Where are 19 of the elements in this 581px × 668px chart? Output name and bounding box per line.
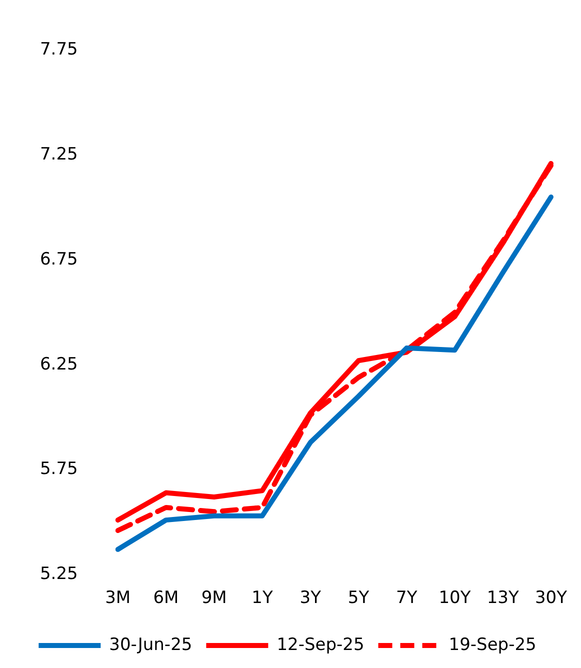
y-tick-label: 6.25 — [40, 354, 78, 374]
x-tick-label: 9M — [201, 588, 227, 608]
legend-label: 19-Sep-25 — [448, 634, 536, 655]
x-tick-label: 7Y — [396, 588, 418, 608]
legend-label: 12-Sep-25 — [276, 634, 364, 655]
x-tick-label: 13Y — [486, 588, 520, 608]
x-tick-label: 3M — [105, 588, 131, 608]
x-tick-label: 30Y — [534, 588, 568, 608]
x-tick-label: 5Y — [348, 588, 370, 608]
y-tick-label: 7.25 — [40, 144, 78, 164]
y-tick-label: 5.75 — [40, 459, 78, 480]
legend-label: 30-Jun-25 — [109, 634, 192, 655]
x-tick-label: 6M — [153, 588, 179, 608]
x-tick-label: 3Y — [300, 588, 322, 608]
y-tick-label: 6.75 — [40, 249, 78, 270]
y-tick-label: 7.75 — [40, 40, 78, 60]
y-tick-label: 5.25 — [40, 564, 78, 584]
x-tick-label: 10Y — [438, 588, 472, 608]
x-tick-label: 1Y — [252, 588, 274, 608]
